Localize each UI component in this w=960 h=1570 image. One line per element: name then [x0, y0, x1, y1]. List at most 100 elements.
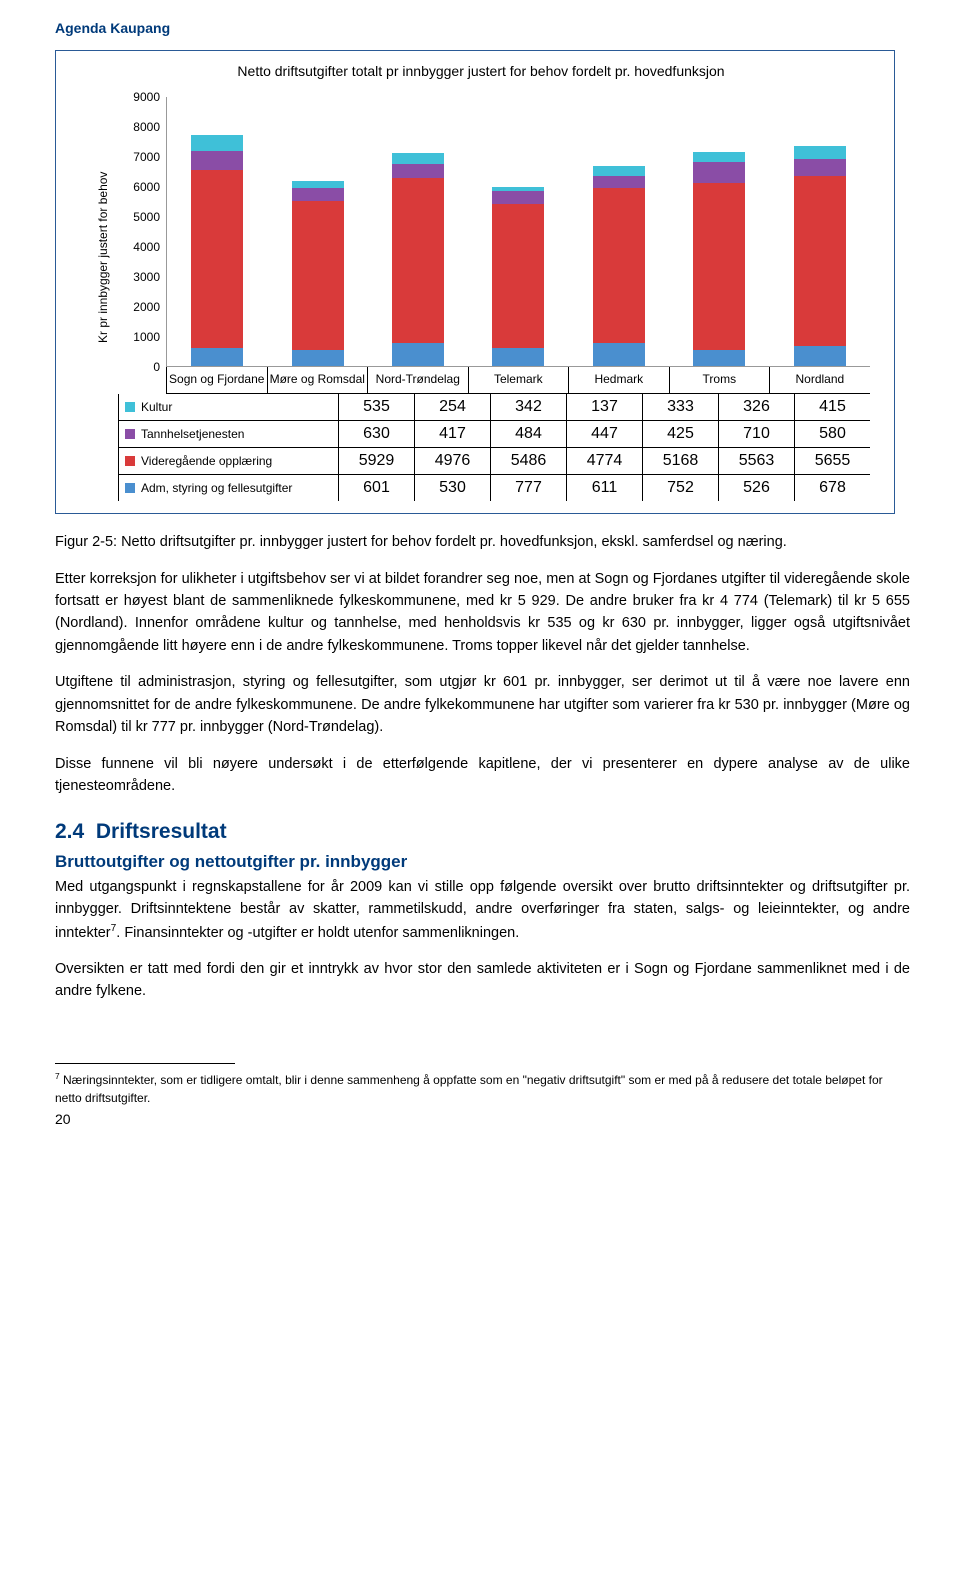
paragraph: Etter korreksjon for ulikheter i utgifts… [55, 568, 910, 658]
chart-data-table: Kultur535254342137333326415Tannhelsetjen… [118, 394, 870, 501]
footnote-text: Næringsinntekter, som er tidligere omtal… [55, 1073, 883, 1105]
value-cell: 415 [794, 394, 870, 420]
legend-cell: Kultur [118, 394, 338, 420]
value-cell: 5168 [642, 448, 718, 474]
figure-caption: Figur 2-5: Netto driftsutgifter pr. innb… [55, 532, 910, 554]
bar-segment [693, 162, 745, 183]
bar-segment [191, 151, 243, 170]
data-row: Adm, styring og fellesutgifter6015307776… [118, 475, 870, 501]
value-cell: 5486 [490, 448, 566, 474]
value-cell: 530 [414, 475, 490, 501]
bar-segment [191, 135, 243, 151]
bar-column [468, 187, 568, 366]
section-title: Driftsresultat [96, 820, 227, 843]
y-tick: 3000 [133, 270, 160, 284]
bar-segment [794, 176, 846, 346]
value-cell: 4976 [414, 448, 490, 474]
bar-segment [392, 153, 444, 163]
footnote: 7 Næringsinntekter, som er tidligere omt… [55, 1070, 910, 1107]
bar-segment [191, 348, 243, 366]
x-label: Troms [669, 367, 770, 393]
paragraph: Med utgangspunkt i regnskapstallene for … [55, 876, 910, 944]
bar-segment [392, 343, 444, 366]
bar-column [770, 146, 870, 366]
value-cell: 137 [566, 394, 642, 420]
bar-segment [492, 204, 544, 347]
legend-swatch [125, 402, 135, 412]
bar-segment [794, 146, 846, 158]
x-label: Nord-Trøndelag [367, 367, 468, 393]
bar-segment [593, 188, 645, 343]
bar-segment [292, 188, 344, 201]
value-cell: 611 [566, 475, 642, 501]
stacked-bar [292, 181, 344, 366]
value-cell: 710 [718, 421, 794, 447]
value-cell: 5563 [718, 448, 794, 474]
bar-segment [693, 183, 745, 350]
paragraph: Oversikten er tatt med fordi den gir et … [55, 958, 910, 1003]
y-tick: 8000 [133, 120, 160, 134]
value-cell: 5655 [794, 448, 870, 474]
bar-segment [292, 350, 344, 366]
bar-segment [292, 181, 344, 189]
value-cell: 254 [414, 394, 490, 420]
x-label: Møre og Romsdal [267, 367, 368, 393]
value-cell: 484 [490, 421, 566, 447]
chart-area: Kr pr innbygger justert for behov 900080… [92, 97, 870, 501]
y-tick: 0 [153, 360, 160, 374]
bar-segment [794, 346, 846, 366]
bar-segment [593, 176, 645, 189]
stacked-bar [492, 187, 544, 366]
plot-row: 9000800070006000500040003000200010000 [118, 97, 870, 367]
value-cell: 535 [338, 394, 414, 420]
bar-column [267, 181, 367, 366]
y-axis-ticks: 9000800070006000500040003000200010000 [118, 97, 166, 367]
stacked-bar [191, 135, 243, 366]
value-cell: 417 [414, 421, 490, 447]
value-cell: 425 [642, 421, 718, 447]
value-cell: 326 [718, 394, 794, 420]
legend-swatch [125, 456, 135, 466]
value-cell: 342 [490, 394, 566, 420]
page-number: 20 [55, 1111, 910, 1127]
subsection-heading: Bruttoutgifter og nettoutgifter pr. innb… [55, 852, 910, 872]
legend-cell: Adm, styring og fellesutgifter [118, 475, 338, 501]
value-cell: 333 [642, 394, 718, 420]
x-label: Sogn og Fjordane [166, 367, 267, 393]
bar-segment [693, 350, 745, 366]
bar-segment [492, 191, 544, 204]
bar-column [167, 135, 267, 366]
y-tick: 5000 [133, 210, 160, 224]
chart-title: Netto driftsutgifter totalt pr innbygger… [92, 63, 870, 79]
x-label: Hedmark [568, 367, 669, 393]
chart-main: 9000800070006000500040003000200010000 So… [118, 97, 870, 501]
bar-segment [492, 348, 544, 366]
paragraph-text: . Finansinntekter og -utgifter er holdt … [116, 925, 519, 941]
y-tick: 7000 [133, 150, 160, 164]
x-label: Telemark [468, 367, 569, 393]
stacked-bar [794, 146, 846, 366]
value-cell: 752 [642, 475, 718, 501]
section-number: 2.4 [55, 820, 84, 843]
value-cell: 447 [566, 421, 642, 447]
page-header: Agenda Kaupang [55, 20, 910, 36]
legend-cell: Tannhelsetjenesten [118, 421, 338, 447]
bar-segment [593, 166, 645, 176]
bar-segment [794, 159, 846, 176]
section-heading: 2.4 Driftsresultat [55, 820, 910, 844]
legend-cell: Videregående opplæring [118, 448, 338, 474]
legend-label: Videregående opplæring [141, 454, 272, 468]
legend-label: Adm, styring og fellesutgifter [141, 481, 292, 495]
chart-container: Netto driftsutgifter totalt pr innbygger… [55, 50, 895, 514]
y-tick: 4000 [133, 240, 160, 254]
stacked-bar [693, 152, 745, 366]
data-row: Tannhelsetjenesten630417484447425710580 [118, 421, 870, 448]
data-row: Kultur535254342137333326415 [118, 394, 870, 421]
legend-label: Tannhelsetjenesten [141, 427, 244, 441]
stacked-bar [593, 166, 645, 366]
data-row: Videregående opplæring592949765486477451… [118, 448, 870, 475]
value-cell: 526 [718, 475, 794, 501]
value-cell: 5929 [338, 448, 414, 474]
bar-column [569, 166, 669, 366]
x-label: Nordland [769, 367, 870, 393]
